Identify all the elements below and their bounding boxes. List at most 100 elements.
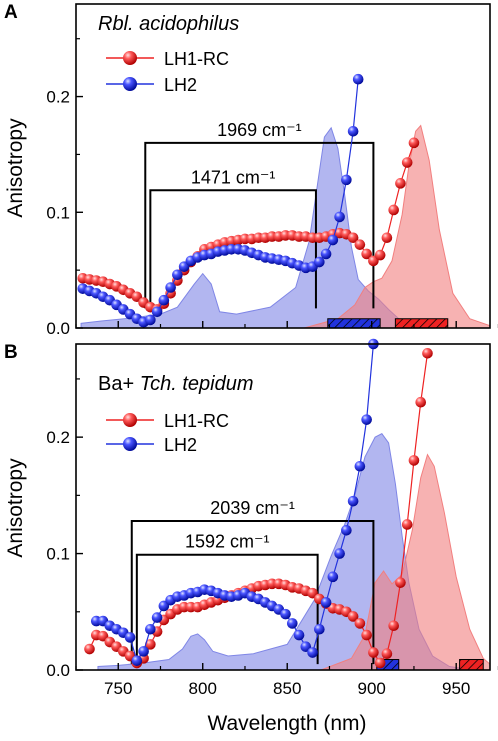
lh2-data-point xyxy=(286,618,298,629)
x-tick-label: 850 xyxy=(273,679,301,698)
lh1-rc-data-point xyxy=(381,232,393,244)
y-axis-title-b: Anisotropy xyxy=(4,458,27,558)
legend-a: LH1-RC LH2 xyxy=(106,49,229,95)
energy-gap-label: 1471 cm⁻¹ xyxy=(191,167,276,187)
lh1-rc-data-point xyxy=(401,519,413,530)
y-tick-label: 0.1 xyxy=(46,203,70,222)
lh2-data-point xyxy=(145,623,156,635)
legend-label: LH2 xyxy=(164,75,197,95)
lh1-rc-data-point xyxy=(374,249,386,261)
lh1-rc-data-point xyxy=(361,248,372,260)
lh1-rc-data-point xyxy=(388,620,399,632)
lh2-data-point xyxy=(352,73,364,85)
x-tick-label: 900 xyxy=(358,679,386,698)
panel-title-b: Ba+ Tch. tepidum xyxy=(98,373,253,395)
legend-marker xyxy=(123,77,137,91)
x-axis-title: Wavelength (nm) xyxy=(207,712,366,735)
lh2-data-point xyxy=(334,548,345,559)
lh2-data-point xyxy=(151,612,163,623)
series-b xyxy=(84,338,433,669)
panel-a: A Anisotropy 0.0 0.1 0.2 1969 cm⁻¹ 1471 cm⁻… xyxy=(4,2,498,338)
annotations-a: 1969 cm⁻¹ 1471 cm⁻¹ xyxy=(144,120,375,309)
lh2-data-point xyxy=(314,623,325,635)
y-tick-label: 0.1 xyxy=(46,545,70,564)
energy-gap-bracket xyxy=(149,189,317,309)
x-ticks-b: 750 800 850 900 950 xyxy=(75,378,498,698)
legend-marker xyxy=(123,437,137,451)
lh2-data-point xyxy=(314,256,325,268)
energy-gap-bracket xyxy=(130,519,375,665)
x-ticks-a xyxy=(75,38,498,329)
lh1-rc-data-point xyxy=(388,204,399,216)
legend-marker xyxy=(123,51,137,65)
x-tick-label: 750 xyxy=(104,679,132,698)
lh1-rc-data-point xyxy=(422,348,433,359)
lh2-data-point xyxy=(145,314,156,326)
y-tick-label: 0.0 xyxy=(46,319,70,338)
legend-label: LH2 xyxy=(164,435,197,455)
lh2-data-point xyxy=(347,495,359,507)
lh2-data-point xyxy=(151,306,163,318)
panel-b: B Anisotropy 0.0 0.1 0.2 2039 cm⁻¹ 1592 cm⁻… xyxy=(4,338,498,698)
energy-gap-label: 1969 cm⁻¹ xyxy=(217,120,302,140)
lh2-data-point xyxy=(347,125,359,137)
lh2-data-point xyxy=(124,632,136,643)
legend-marker xyxy=(123,413,137,427)
lh2-data-point xyxy=(327,571,339,583)
lh2-data-point xyxy=(172,269,183,281)
lh1-rc-data-point xyxy=(361,629,372,641)
y-axis-title-a: Anisotropy xyxy=(4,118,27,218)
energy-gap-label: 1592 cm⁻¹ xyxy=(185,532,270,552)
lh1-rc-data-point xyxy=(408,455,420,466)
y-ticks-b: 0.0 0.1 0.2 xyxy=(46,428,70,680)
lh1-rc-data-point xyxy=(395,577,406,588)
lh2-data-point xyxy=(165,282,176,293)
y-ticks-a: 0.0 0.1 0.2 xyxy=(46,88,70,338)
excitation-band-bar xyxy=(459,659,484,671)
lh2-data-point xyxy=(293,629,305,641)
lh1-rc-data-point xyxy=(347,611,359,622)
panel-letter-b: B xyxy=(4,342,18,363)
lh1-rc-data-point xyxy=(145,639,156,650)
y-tick-label: 0.0 xyxy=(46,661,70,680)
energy-gap-bracket xyxy=(144,141,375,309)
lh2-data-point xyxy=(138,646,149,657)
panel-title-b-plain: Ba+ xyxy=(98,373,140,395)
excitation-band-bar xyxy=(394,318,449,329)
plot-frame-a xyxy=(75,3,491,329)
lh1-rc-data-point xyxy=(368,647,379,658)
lh1-rc-data-point xyxy=(401,157,413,168)
y-tick-label: 0.2 xyxy=(46,88,70,107)
lh2-data-point xyxy=(320,248,332,260)
lh1-rc-data-point xyxy=(354,618,366,629)
lh1-rc-data-point xyxy=(408,137,420,149)
legend-b: LH1-RC LH2 xyxy=(106,411,229,455)
lh2-data-point xyxy=(354,460,366,472)
x-tick-label: 950 xyxy=(442,679,470,698)
lh1-rc-data-point xyxy=(395,178,406,189)
lh1-rc-data-point xyxy=(354,239,366,250)
lh1-rc-data-point xyxy=(415,396,427,408)
panel-title-a: Rbl. acidophilus xyxy=(98,13,239,35)
plot-frame-b xyxy=(75,343,491,671)
lh2-data-point xyxy=(320,597,332,608)
energy-gap-label: 2039 cm⁻¹ xyxy=(210,498,295,518)
lh2-data-point xyxy=(280,608,291,620)
energy-gap-bracket xyxy=(135,553,319,665)
lh1-rc-data-point xyxy=(374,657,386,669)
x-tick-label: 800 xyxy=(189,679,217,698)
lh2-data-point xyxy=(131,655,143,666)
lh2-data-point xyxy=(361,414,372,425)
panel-title-b-italic: Tch. tepidum xyxy=(140,373,254,395)
panel-letter-a: A xyxy=(4,2,18,23)
series-a xyxy=(77,73,420,328)
lh1-rc-data-point xyxy=(347,232,359,244)
lh2-data-point xyxy=(341,174,352,186)
lh2-data-point xyxy=(334,211,345,223)
lh2-data-point xyxy=(327,234,339,246)
lh2-data-point xyxy=(341,524,352,536)
lh2-data-point xyxy=(307,647,318,658)
annotations-b: 2039 cm⁻¹ 1592 cm⁻¹ xyxy=(130,498,375,665)
lh2-data-point xyxy=(158,294,170,306)
